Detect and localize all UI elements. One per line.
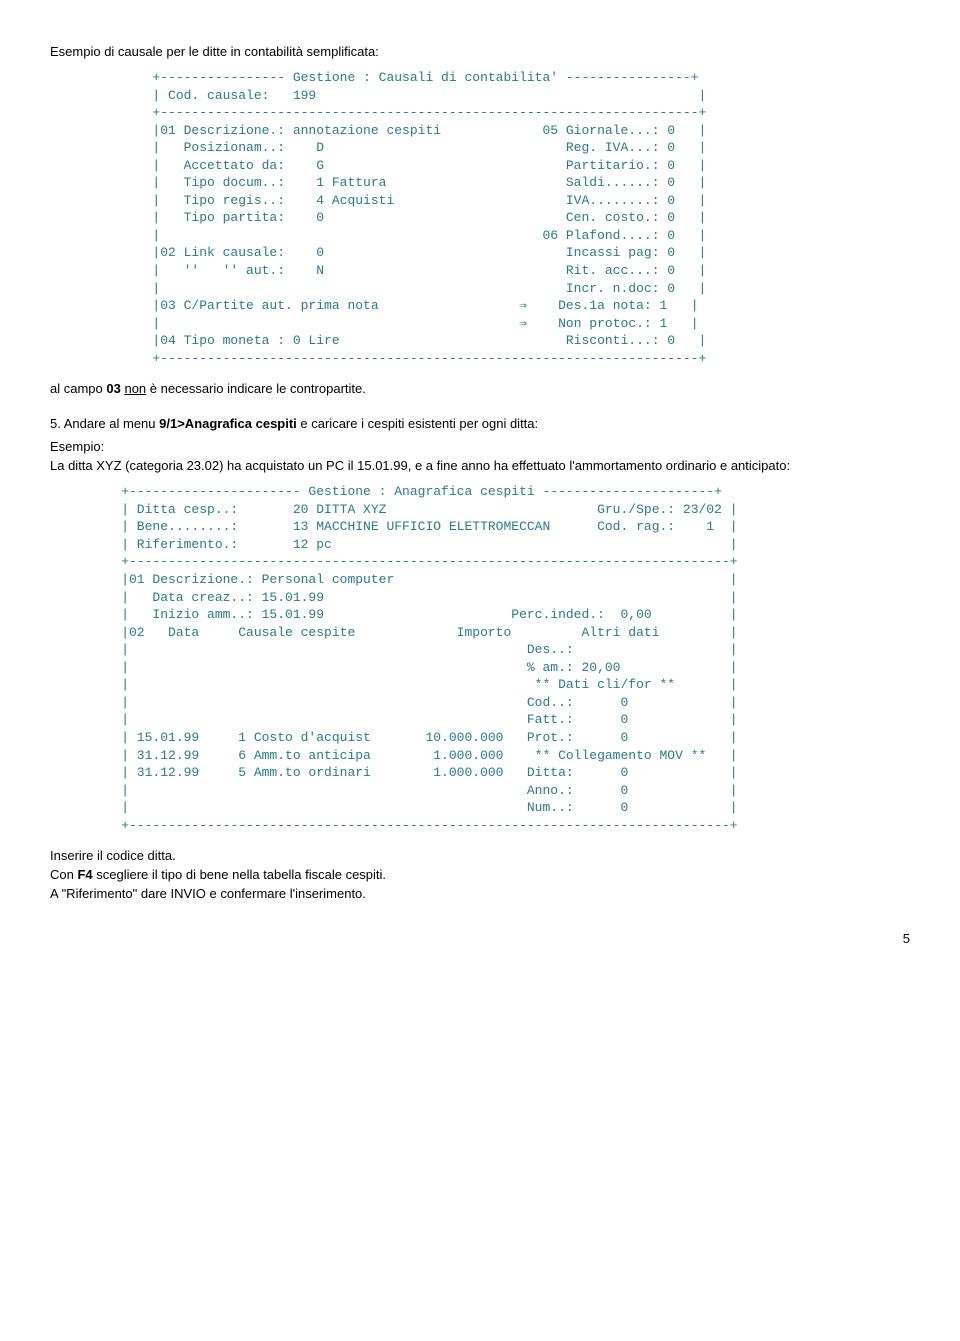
list-item-5: 5. Andare al menu 9/1>Anagrafica cespiti… [50, 416, 910, 431]
code-block-anagrafica: +---------------------- Gestione : Anagr… [90, 483, 910, 834]
text-fragment-bold: 03 [106, 381, 120, 396]
text-fragment-bold: 9/1>Anagrafica cespiti [159, 416, 297, 431]
footer-text-1: Inserire il codice ditta. [50, 848, 910, 863]
example-label: Esempio: [50, 439, 910, 454]
text-fragment: 5. Andare al menu [50, 416, 159, 431]
text-fragment-underline: non [124, 381, 146, 396]
code-block-causali: +---------------- Gestione : Causali di … [90, 69, 910, 367]
after-block1-text: al campo 03 non è necessario indicare le… [50, 381, 910, 396]
text-fragment: e caricare i cespiti esistenti per ogni … [297, 416, 538, 431]
example-description: La ditta XYZ (categoria 23.02) ha acquis… [50, 458, 910, 473]
footer-text-3: A "Riferimento" dare INVIO e confermare … [50, 886, 910, 901]
footer-text-2: Con F4 scegliere il tipo di bene nella t… [50, 867, 910, 882]
intro-text: Esempio di causale per le ditte in conta… [50, 44, 910, 59]
text-fragment: è necessario indicare le contropartite. [146, 381, 366, 396]
text-fragment-bold: F4 [77, 867, 92, 882]
text-fragment: al campo [50, 381, 106, 396]
text-fragment: scegliere il tipo di bene nella tabella … [93, 867, 386, 882]
page-number: 5 [50, 931, 910, 946]
text-fragment: Con [50, 867, 77, 882]
